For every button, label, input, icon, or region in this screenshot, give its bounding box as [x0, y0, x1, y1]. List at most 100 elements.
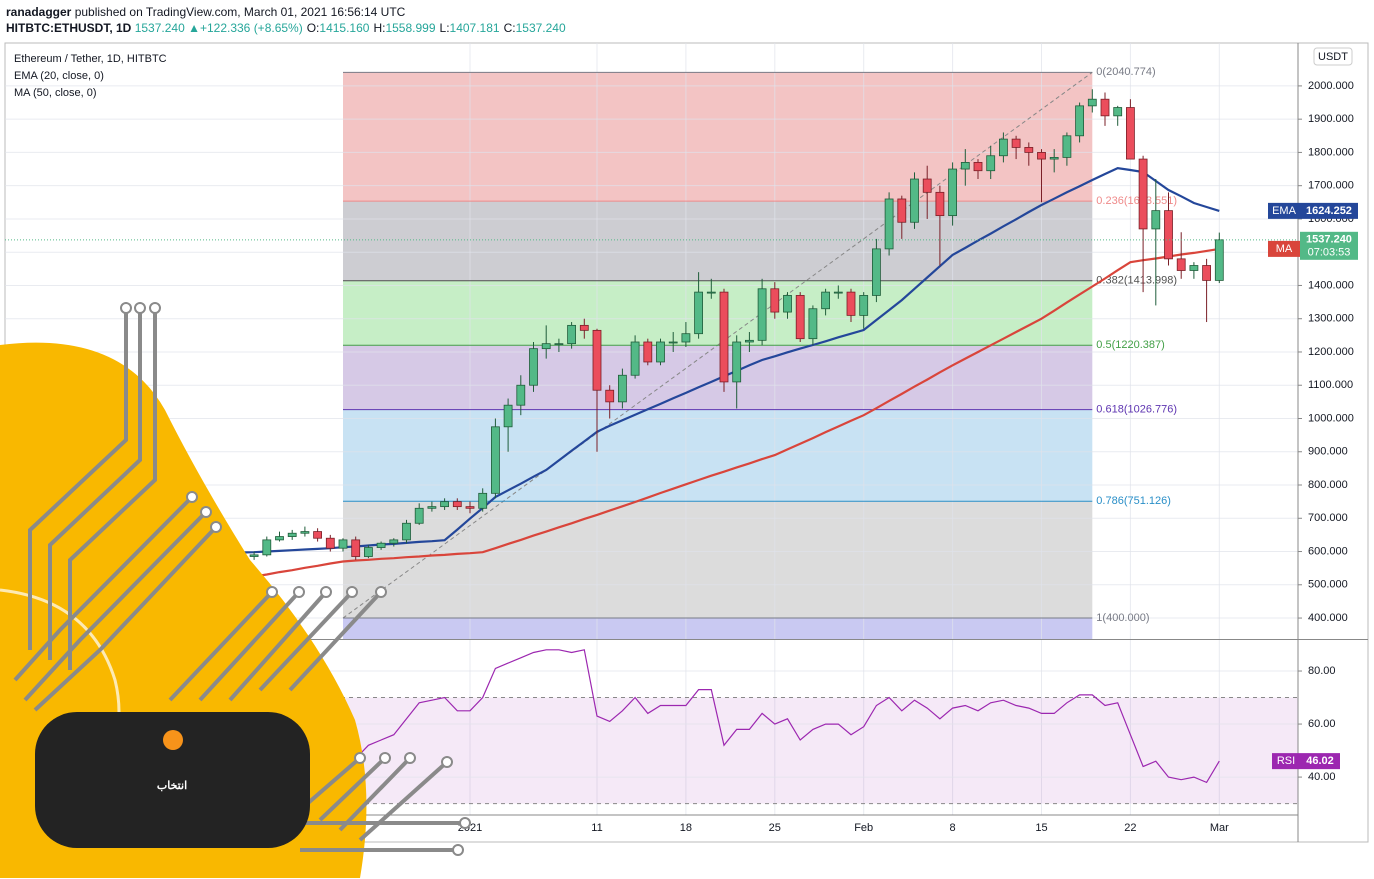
candle-body	[833, 291, 843, 294]
candle-body	[516, 384, 526, 406]
fib-band	[343, 409, 1093, 502]
fib-band	[343, 345, 1093, 410]
ohlc-key: O:	[306, 21, 320, 35]
y-tick-label: 80.00	[1308, 665, 1336, 677]
candle-body	[732, 341, 742, 383]
change: ▲+122.336 (+8.65%)	[188, 21, 303, 35]
candle-body	[719, 291, 729, 383]
candle-body	[541, 343, 551, 350]
candle-body	[948, 168, 957, 217]
bitcoin-icon	[163, 730, 183, 750]
indicator-line	[165, 247, 1220, 593]
candle-body	[770, 288, 780, 313]
candle-body	[1151, 210, 1161, 230]
candle-body	[821, 291, 830, 310]
candle-body	[694, 291, 703, 335]
x-tick-label: Feb	[854, 822, 873, 834]
axis-tag-value: 1624.252	[1306, 205, 1352, 217]
candle-body	[325, 537, 335, 549]
axis-tag-name: RSI	[1277, 755, 1295, 767]
candle-body	[579, 324, 589, 331]
y-tick-label: 1000.000	[1308, 412, 1354, 424]
fib-label: 0(2040.774)	[1096, 66, 1155, 78]
candle-body	[668, 341, 678, 344]
marks-layer: 0(2040.774) 0.236(1653.551) 0.382(1413.998…	[5, 66, 1298, 784]
candle-body	[1126, 107, 1135, 160]
candle-body	[783, 295, 792, 313]
ohlc-value: 1415.160	[319, 21, 370, 35]
candle-body	[1202, 265, 1211, 281]
candle-body	[1214, 239, 1224, 281]
y-tick-label: 800.000	[1308, 479, 1348, 491]
legend-entry: MA (50, close, 0)	[14, 87, 97, 99]
candle-body	[643, 341, 653, 363]
candle-body	[935, 191, 945, 217]
ohlc-key: C:	[503, 21, 516, 35]
candle-body	[808, 308, 818, 340]
currency-badge	[1313, 47, 1353, 66]
candle-body	[872, 248, 881, 296]
y-tick-label: 1700.000	[1308, 180, 1354, 192]
candle-body	[402, 522, 411, 541]
candle-body	[427, 506, 437, 509]
y-tick-label: 900.000	[1308, 446, 1348, 458]
candle-body	[1100, 98, 1110, 117]
last-price: 1537.240	[1306, 234, 1352, 246]
axis-tag-name: EMA	[1272, 205, 1297, 217]
price: 1537.240	[134, 21, 185, 35]
ohlc-value: 1407.181	[449, 21, 500, 35]
x-tick-label: 18	[680, 822, 692, 834]
candle-body	[986, 155, 996, 172]
y-tick-label: 1100.000	[1308, 379, 1353, 391]
candle-body	[973, 161, 983, 172]
candle-body	[554, 343, 564, 346]
y-tick-label: 500.000	[1308, 579, 1348, 591]
candle-body	[1024, 147, 1034, 153]
axis-tag	[1300, 202, 1358, 219]
fib-band	[343, 501, 1093, 619]
y-tick-label: 600.000	[1308, 545, 1348, 557]
candle-body	[287, 532, 297, 537]
candle-body	[1176, 258, 1186, 271]
x-tick-label: Mar	[1210, 822, 1229, 834]
fib-band	[343, 618, 1093, 639]
candle-body	[960, 161, 970, 170]
logo: انتخاب	[0, 302, 471, 878]
x-tick-label: 15	[1035, 822, 1047, 834]
circuit-nodes	[120, 302, 471, 856]
x-tick-label: 11	[591, 822, 602, 834]
x-tick-label: 8	[950, 822, 956, 834]
candle-body	[452, 501, 462, 508]
ohlc-value: 1558.999	[385, 21, 436, 35]
fib-label: 0.786(751.126)	[1096, 495, 1171, 507]
candle-body	[503, 404, 513, 428]
candle-body	[605, 389, 615, 403]
axis-tag-name: MA	[1276, 243, 1293, 255]
y-tick-label: 1800.000	[1308, 146, 1354, 158]
candle-body	[1087, 98, 1097, 107]
y-tick-label: 1200.000	[1308, 346, 1354, 358]
last-price-tag	[1300, 231, 1358, 260]
candle-body	[859, 295, 869, 316]
y-tick-label: 2000.000	[1308, 80, 1354, 92]
candle-body	[414, 507, 424, 524]
y-tick-label: 40.00	[1308, 771, 1336, 783]
candle-body	[630, 341, 640, 376]
ohlc-key: H:	[373, 21, 386, 35]
candle-body	[1113, 107, 1123, 117]
axis-tag-value: 46.02	[1306, 755, 1334, 767]
candle-body	[529, 348, 538, 386]
y-tick-label: 400.000	[1308, 612, 1348, 624]
candle-body	[567, 324, 576, 345]
candle-body	[922, 178, 932, 193]
candle-body	[884, 198, 894, 250]
candle-body	[618, 374, 627, 403]
y-tick-label: 1300.000	[1308, 313, 1354, 325]
candle-body	[745, 339, 754, 343]
candle-body	[249, 554, 259, 557]
candle-body	[338, 539, 348, 549]
candle-body	[1049, 157, 1059, 160]
candle-body	[262, 539, 272, 556]
symbol: HITBTC:ETHUSDT, 1D	[6, 21, 132, 35]
